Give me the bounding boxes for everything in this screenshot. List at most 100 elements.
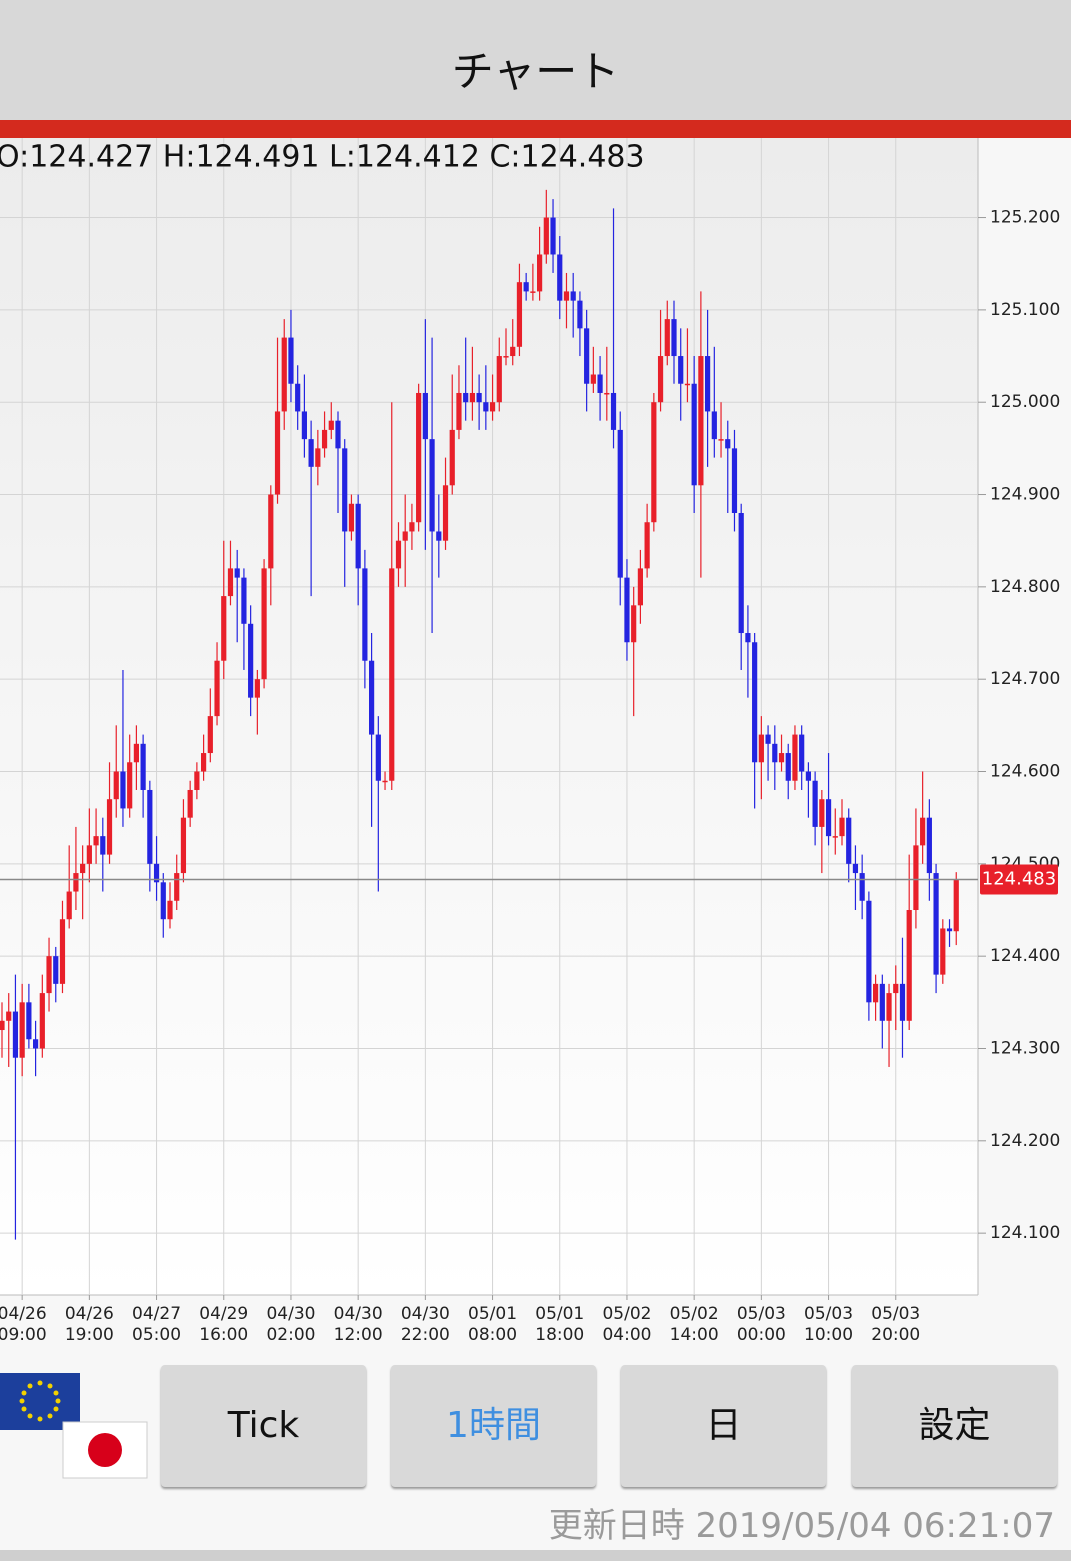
candle-body <box>315 448 321 467</box>
candle-body <box>852 863 859 874</box>
candle-body <box>725 439 731 449</box>
candle-body <box>738 512 744 634</box>
candle-body <box>489 402 496 412</box>
candle-body <box>913 845 919 910</box>
candle-body <box>940 928 946 975</box>
candle-body <box>819 799 825 827</box>
candle-body <box>785 753 791 781</box>
candle-body <box>805 771 811 781</box>
candle-body <box>456 392 462 430</box>
candle-body <box>637 568 643 606</box>
candle-body <box>926 817 932 874</box>
candle-body <box>335 420 341 449</box>
candle-body <box>624 577 630 643</box>
y-tick-label: 124.200 <box>990 1131 1060 1151</box>
candle-body <box>953 879 959 932</box>
candle-body <box>194 771 200 790</box>
candle-body <box>469 392 475 403</box>
candle-body <box>261 568 267 680</box>
candle-body <box>563 291 570 301</box>
last-price-box <box>980 864 1058 895</box>
candle-body <box>671 319 677 357</box>
candle-body <box>590 374 596 384</box>
y-tick-label: 124.400 <box>990 946 1060 966</box>
x-tick-label: 04/29 16:00 <box>199 1304 249 1345</box>
candle-body <box>550 217 556 255</box>
candle-body <box>510 346 516 357</box>
x-tick-label: 05/02 04:00 <box>602 1304 652 1345</box>
candle-body <box>288 337 294 384</box>
updated-time: 更新日時 2019/05/04 06:21:07 <box>549 1498 1055 1547</box>
candle-body <box>644 522 650 569</box>
tab-button[interactable]: 設定 <box>852 1365 1057 1487</box>
y-tick-label: 125.100 <box>990 300 1060 320</box>
candle-body <box>382 780 388 783</box>
candle-body <box>617 429 623 578</box>
candle-body <box>66 891 72 920</box>
candle-body <box>86 845 92 864</box>
chart: 124.100124.200124.300124.400124.500124.6… <box>0 138 1060 1300</box>
candle-body <box>127 762 133 809</box>
candle-body <box>604 392 610 395</box>
y-tick-label: 124.800 <box>990 577 1060 597</box>
candle-body <box>933 873 939 975</box>
candle-body <box>355 503 361 569</box>
candle-body <box>234 568 240 578</box>
candle-body <box>174 873 180 901</box>
candle-body <box>348 503 355 532</box>
candle-body <box>752 642 758 763</box>
x-tick-label: 04/30 02:00 <box>266 1304 316 1345</box>
candle-body <box>839 817 845 837</box>
candle-body <box>799 734 805 772</box>
candle-body <box>449 429 455 486</box>
tab-button[interactable]: 1時間 <box>391 1365 596 1487</box>
header: チャート <box>0 0 1071 120</box>
y-tick-label: 125.000 <box>990 392 1060 412</box>
y-tick-label: 124.300 <box>990 1038 1060 1058</box>
candle-body <box>920 817 926 846</box>
plot-area <box>0 138 978 1295</box>
candle-body <box>577 300 583 329</box>
candle-body <box>416 392 422 523</box>
y-tick-label: 124.900 <box>990 485 1060 505</box>
y-tick-label: 124.700 <box>990 669 1060 689</box>
candle-body <box>214 660 220 717</box>
candle-body <box>442 485 449 541</box>
candle-body <box>899 983 906 1021</box>
candle-body <box>274 411 281 495</box>
y-tick-label: 124.600 <box>990 762 1060 782</box>
candle-body <box>570 291 576 301</box>
candle-body <box>321 429 328 449</box>
candle-body <box>308 439 314 467</box>
candle-body <box>113 771 119 800</box>
candle-body <box>80 863 86 874</box>
candle-body <box>375 734 381 781</box>
candle-body <box>402 531 408 541</box>
tab-button[interactable]: 日 <box>621 1365 826 1487</box>
candle-body <box>120 771 126 809</box>
x-tick-label: 05/03 10:00 <box>804 1304 854 1345</box>
x-tick-label: 04/27 05:00 <box>132 1304 182 1345</box>
ohlc-readout: O:124.427 H:124.491 L:124.412 C:124.483 <box>0 140 645 175</box>
candle-body <box>537 254 543 292</box>
candle-body <box>281 337 287 412</box>
candle-body <box>328 420 334 430</box>
currency-pair-flags[interactable] <box>0 1370 150 1482</box>
x-tick-label: 05/01 08:00 <box>468 1304 518 1345</box>
candle-body <box>530 291 536 293</box>
tab-button[interactable]: Tick <box>161 1365 366 1487</box>
candle-body <box>597 374 603 393</box>
candle-body <box>731 448 738 513</box>
x-tick-label: 05/03 00:00 <box>736 1304 786 1345</box>
candle-body <box>153 863 160 883</box>
candle-body <box>778 753 785 763</box>
candle-body <box>745 633 751 643</box>
candle-body <box>557 254 563 301</box>
candle-body <box>100 836 106 855</box>
x-tick-label: 05/01 18:00 <box>535 1304 585 1345</box>
candle-body <box>160 882 166 920</box>
candle-body <box>846 817 852 864</box>
candle-body <box>879 983 885 1021</box>
candle-body <box>825 799 832 837</box>
